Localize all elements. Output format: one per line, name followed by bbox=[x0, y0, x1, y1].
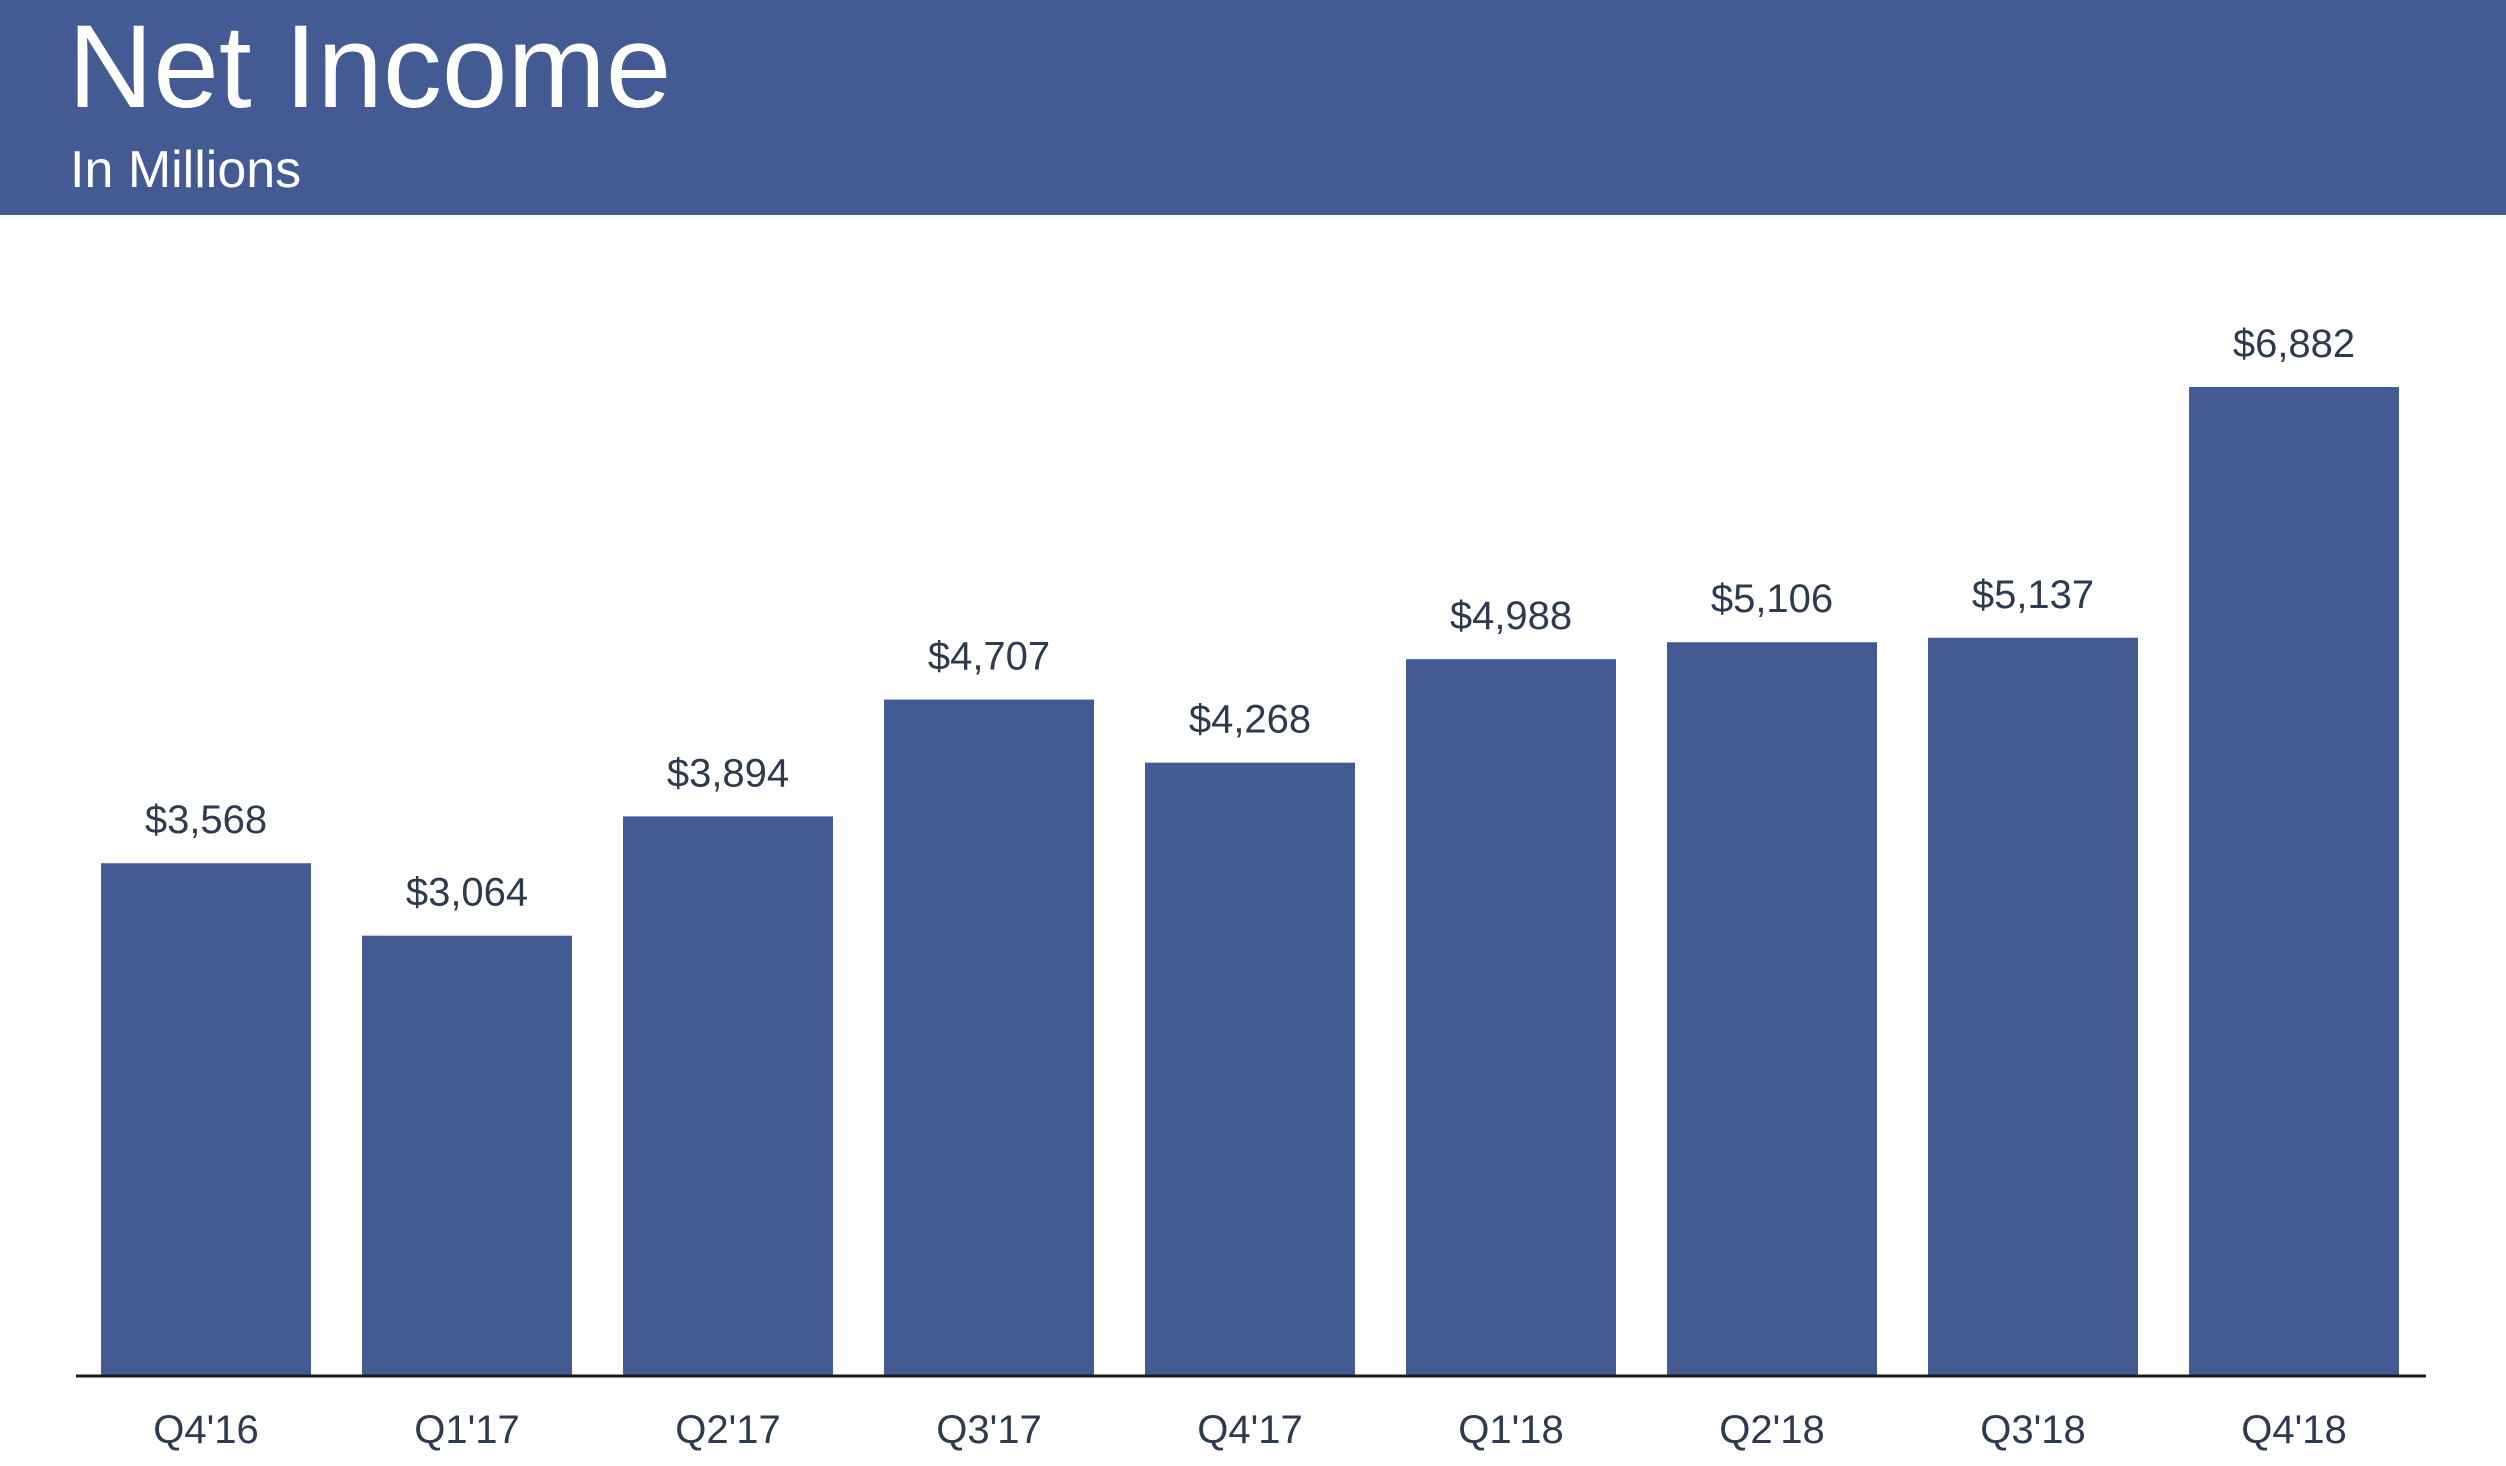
bar-4 bbox=[1145, 762, 1355, 1376]
x-tick-label-5: Q1'18 bbox=[1458, 1408, 1564, 1452]
page-subtitle: In Millions bbox=[70, 141, 302, 199]
page-title: Net Income bbox=[68, 1, 672, 133]
data-label-5: $4,988 bbox=[1450, 594, 1572, 638]
x-tick-label-4: Q4'17 bbox=[1197, 1408, 1303, 1452]
header-banner: Net Income In Millions bbox=[0, 0, 2506, 215]
data-label-1: $3,064 bbox=[406, 871, 528, 915]
bar-5 bbox=[1406, 659, 1616, 1376]
data-label-8: $6,882 bbox=[2233, 322, 2355, 366]
x-tick-label-8: Q4'18 bbox=[2241, 1408, 2347, 1452]
bar-1 bbox=[362, 935, 572, 1376]
data-label-0: $3,568 bbox=[145, 798, 267, 842]
bar-6 bbox=[1667, 642, 1877, 1376]
data-label-4: $4,268 bbox=[1189, 698, 1311, 742]
bar-3 bbox=[884, 699, 1094, 1376]
data-label-3: $4,707 bbox=[928, 635, 1050, 679]
x-tick-label-2: Q2'17 bbox=[675, 1408, 781, 1452]
bar-2 bbox=[623, 816, 833, 1376]
x-tick-label-3: Q3'17 bbox=[936, 1408, 1042, 1452]
data-label-2: $3,894 bbox=[667, 751, 789, 795]
x-tick-label-6: Q2'18 bbox=[1719, 1408, 1825, 1452]
bar-8 bbox=[2189, 387, 2399, 1376]
x-tick-label-7: Q3'18 bbox=[1980, 1408, 2086, 1452]
x-tick-label-0: Q4'16 bbox=[153, 1408, 259, 1452]
x-tick-label-1: Q1'17 bbox=[414, 1408, 520, 1452]
data-label-6: $5,106 bbox=[1711, 577, 1833, 621]
data-label-7: $5,137 bbox=[1972, 573, 2094, 617]
bar-7 bbox=[1928, 637, 2138, 1376]
bar-0 bbox=[101, 863, 311, 1376]
